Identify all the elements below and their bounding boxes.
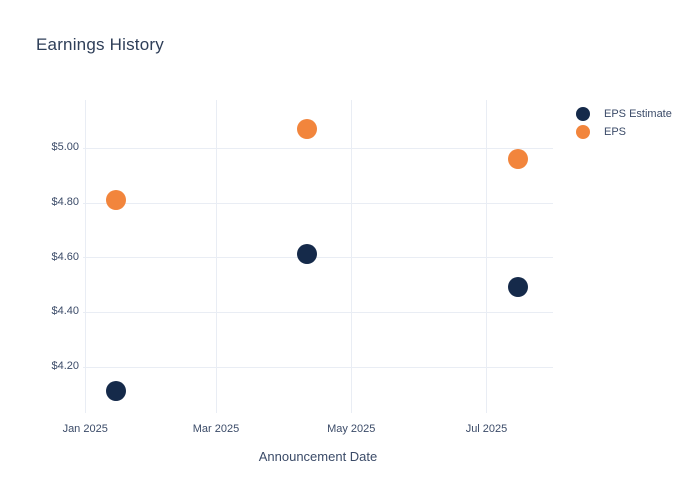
x-gridline xyxy=(351,100,353,413)
data-point-eps[interactable] xyxy=(507,148,528,169)
legend: EPS Estimate EPS xyxy=(576,105,672,141)
y-tick-label: $4.60 xyxy=(51,250,79,263)
legend-item-label: EPS Estimate xyxy=(604,108,672,120)
y-gridline xyxy=(83,147,553,149)
x-tick-label: Jan 2025 xyxy=(62,423,108,435)
legend-item-eps[interactable]: EPS xyxy=(576,123,672,141)
data-point-eps-estimate[interactable] xyxy=(106,381,127,402)
x-gridline xyxy=(486,100,488,413)
y-gridline xyxy=(83,311,553,313)
y-tick-label: $4.40 xyxy=(51,305,79,318)
legend-item-eps-estimate[interactable]: EPS Estimate xyxy=(576,105,672,123)
x-tick-label: Jul 2025 xyxy=(465,423,508,435)
legend-item-label: EPS xyxy=(604,126,627,138)
data-point-eps-estimate[interactable] xyxy=(507,277,528,298)
legend-marker-icon xyxy=(576,107,590,121)
y-tick-label: $4.20 xyxy=(51,360,79,373)
y-gridline xyxy=(83,202,553,204)
legend-marker-icon xyxy=(576,125,590,139)
x-tick-label: May 2025 xyxy=(327,423,376,435)
data-point-eps[interactable] xyxy=(106,189,127,210)
chart-title: Earnings History xyxy=(36,35,164,54)
y-tick-label: $4.80 xyxy=(51,196,79,208)
data-point-eps[interactable] xyxy=(296,118,317,139)
x-gridline xyxy=(85,100,87,413)
data-point-eps-estimate[interactable] xyxy=(296,244,317,265)
y-gridline xyxy=(83,257,553,259)
y-gridline xyxy=(83,366,553,368)
x-gridline xyxy=(216,100,218,413)
y-tick-label: $5.00 xyxy=(51,141,79,154)
x-tick-label: Mar 2025 xyxy=(192,423,240,435)
x-axis-title: Announcement Date xyxy=(258,449,378,464)
plot-area[interactable] xyxy=(83,100,553,413)
